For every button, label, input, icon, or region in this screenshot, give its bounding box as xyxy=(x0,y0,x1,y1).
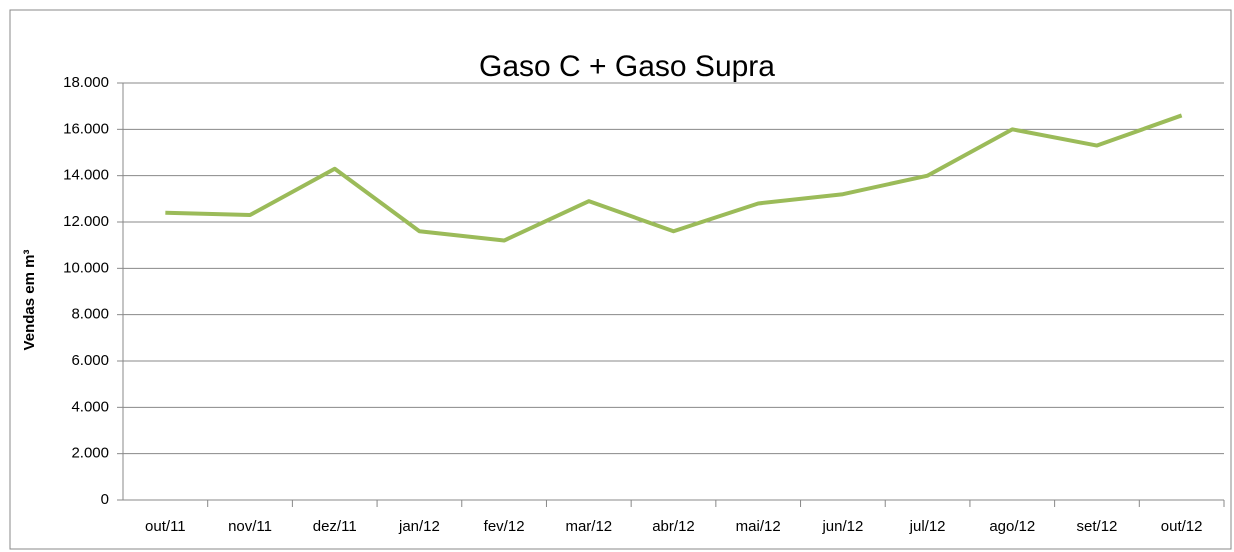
x-tick-label: out/11 xyxy=(145,518,186,535)
y-tick-label: 12.000 xyxy=(63,213,109,230)
x-tick-label: ago/12 xyxy=(989,518,1035,535)
y-tick-label: 4.000 xyxy=(71,398,109,415)
y-tick-label: 18.000 xyxy=(63,74,109,91)
chart-title: Gaso C + Gaso Supra xyxy=(479,50,775,83)
y-tick-label: 2.000 xyxy=(71,445,109,462)
y-tick-label: 16.000 xyxy=(63,120,109,137)
x-tick-label: fev/12 xyxy=(484,518,525,535)
x-tick-label: jul/12 xyxy=(909,518,946,535)
x-tick-label: abr/12 xyxy=(652,518,695,535)
y-tick-label: 6.000 xyxy=(71,352,109,369)
line-series xyxy=(165,113,1183,243)
y-axis-label: Vendas em m³ xyxy=(21,250,38,351)
y-tick-label: 8.000 xyxy=(71,306,109,323)
x-tick-label: mar/12 xyxy=(565,518,612,535)
y-tick-label: 0 xyxy=(101,491,109,508)
x-tick-label: mai/12 xyxy=(736,518,781,535)
x-tick-label: set/12 xyxy=(1077,518,1118,535)
y-tick-label: 14.000 xyxy=(63,167,109,184)
x-tick-label: nov/11 xyxy=(228,518,272,535)
x-tick-label: out/12 xyxy=(1161,518,1203,535)
chart-border xyxy=(9,9,1232,550)
x-tick-label: dez/11 xyxy=(313,518,357,535)
x-tick-label: jun/12 xyxy=(821,518,863,535)
x-tick-label: jan/12 xyxy=(398,518,440,535)
y-tick-label: 10.000 xyxy=(63,259,109,276)
